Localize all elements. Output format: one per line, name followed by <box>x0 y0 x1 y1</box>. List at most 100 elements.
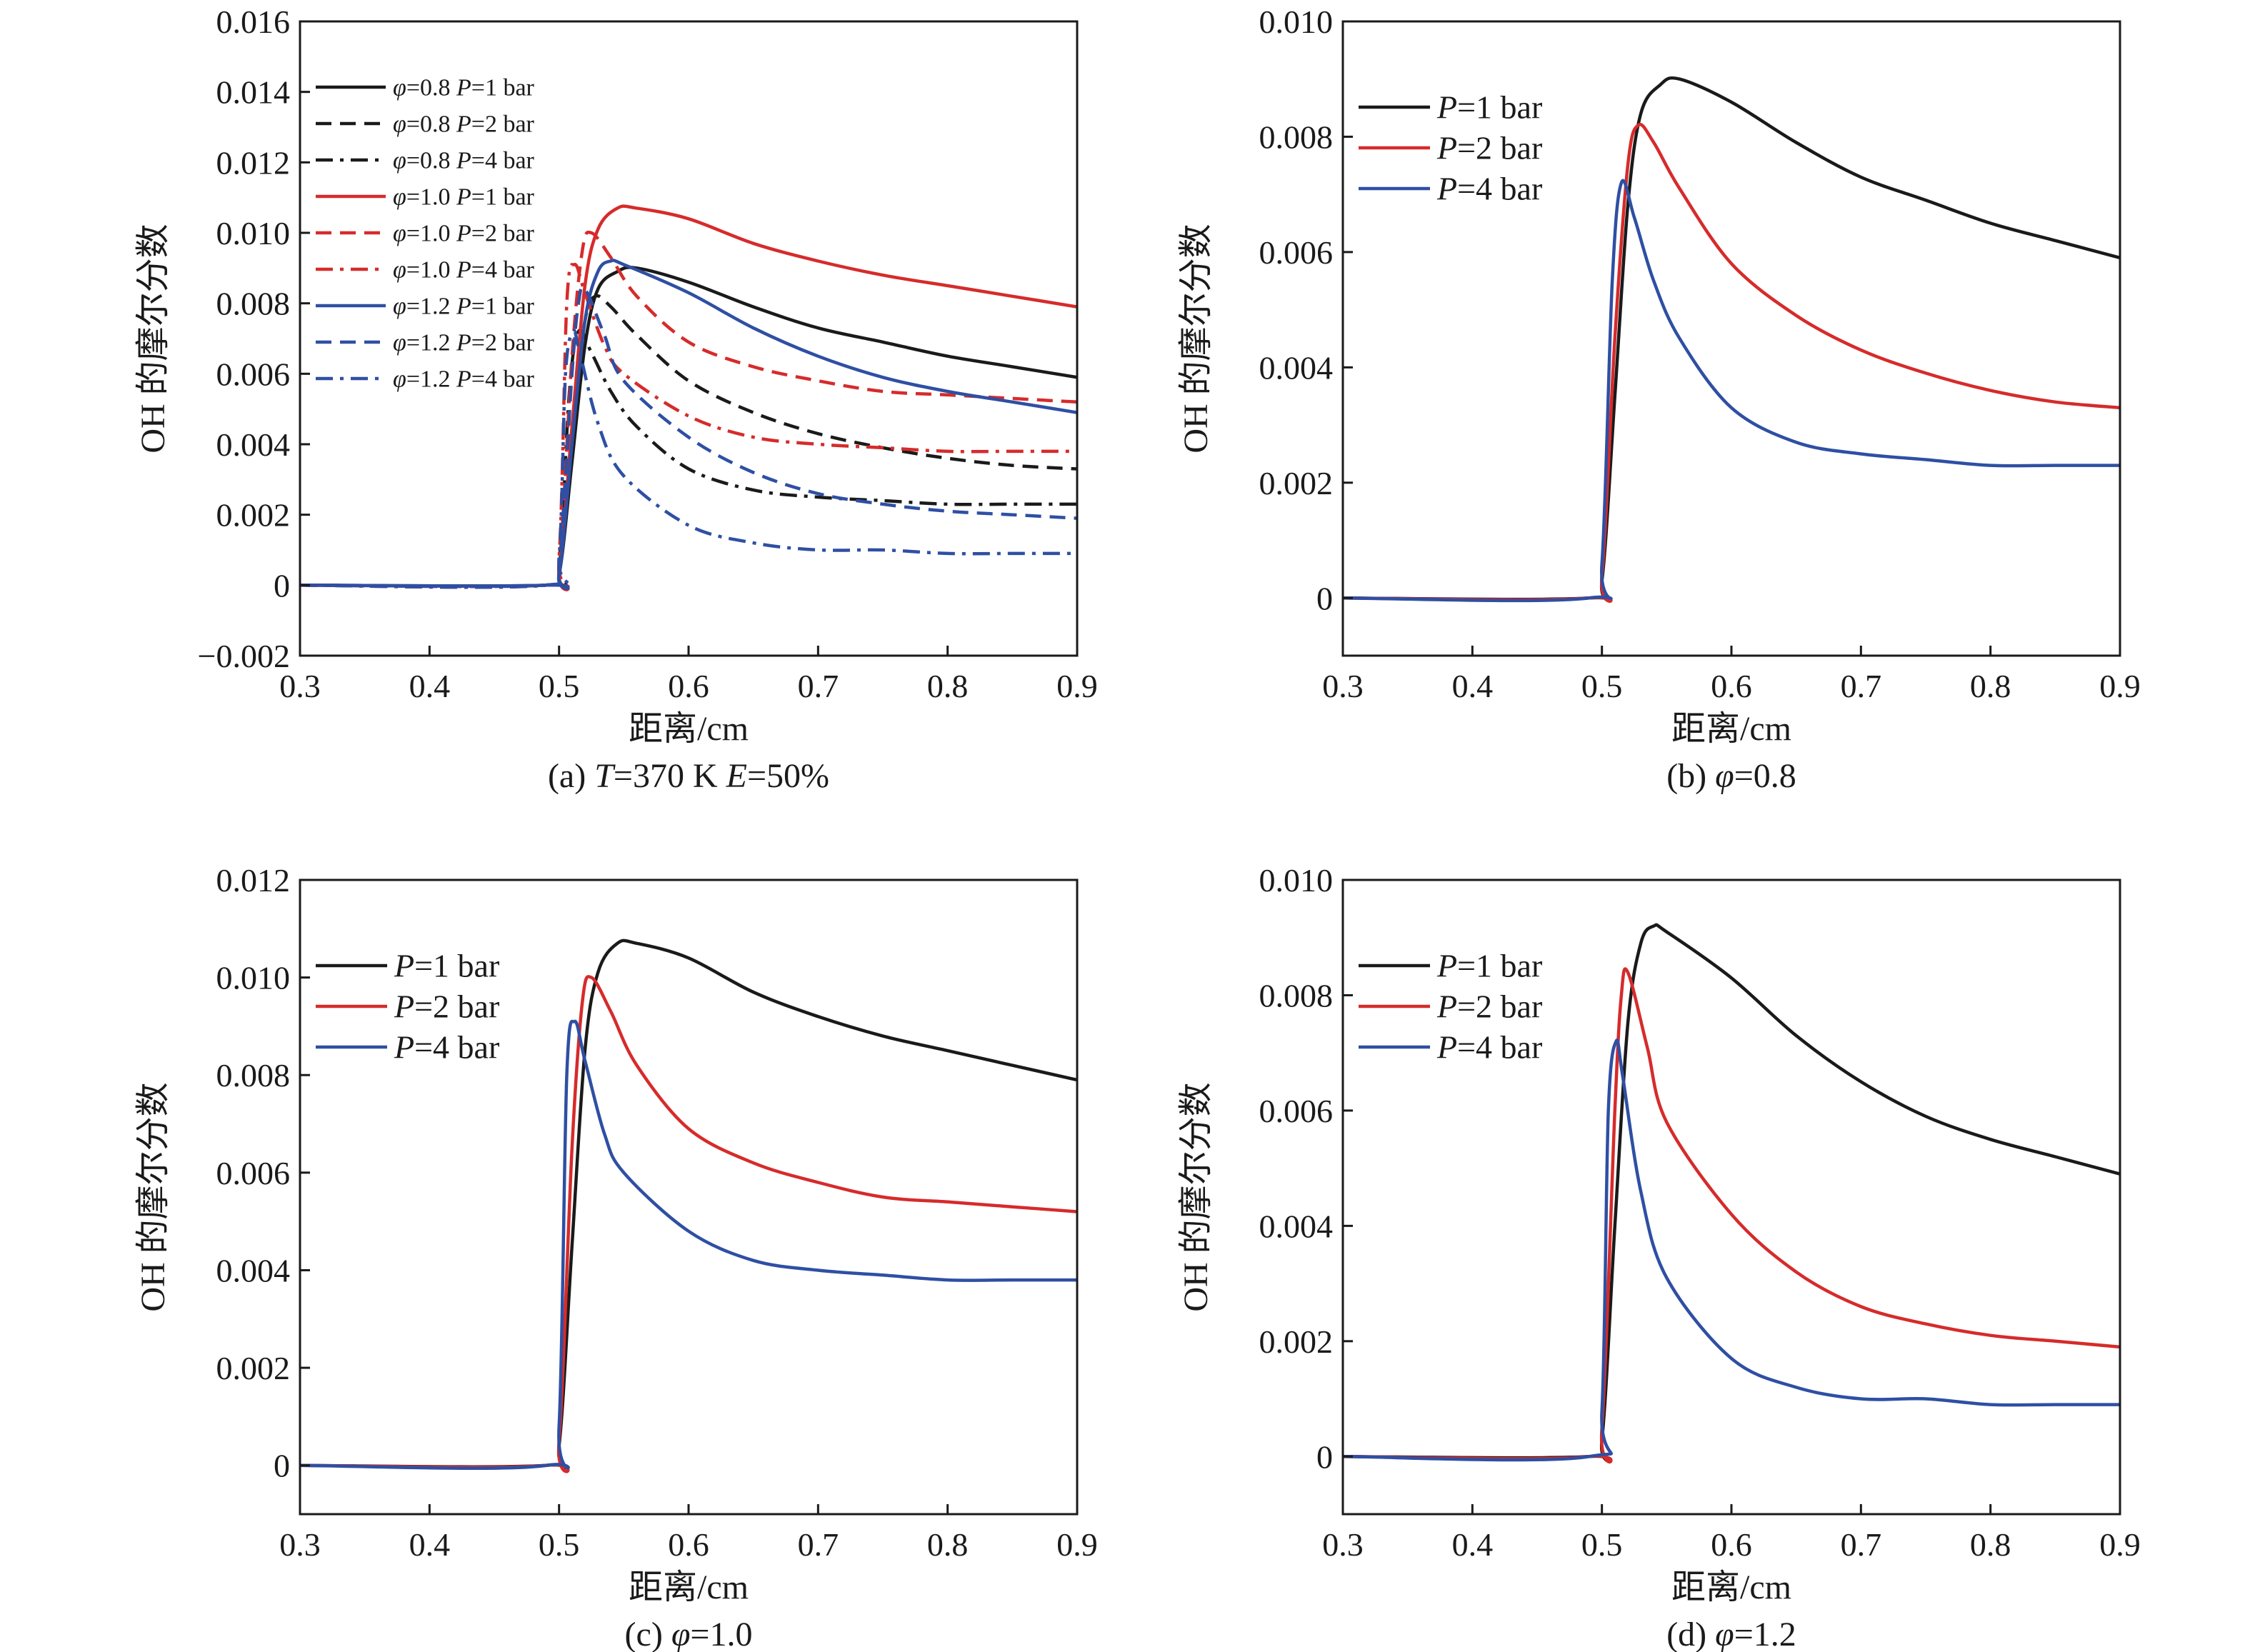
y-tick-label: 0.002 <box>1259 465 1334 501</box>
panel-caption: (b) φ=0.8 <box>1666 757 1796 795</box>
x-axis-label: 距离/cm <box>1671 1568 1791 1606</box>
x-tick-label: 0.6 <box>668 1526 709 1563</box>
x-tick-label: 0.4 <box>1452 668 1494 704</box>
legend: P=1 bar P=2 bar P=4 bar <box>316 948 499 1066</box>
x-tick-label: 0.3 <box>279 668 321 704</box>
x-tick-label: 0.3 <box>1322 668 1364 704</box>
panel-caption: (d) φ=1.2 <box>1666 1616 1796 1652</box>
legend-label: P=2 bar <box>1436 988 1542 1025</box>
series-line-3 <box>300 1019 1077 1470</box>
legend-label: φ=0.8 P=4 bar <box>393 148 535 174</box>
y-tick-label: 0.004 <box>1259 1208 1334 1244</box>
legend-label: P=1 bar <box>394 948 499 984</box>
series-line-6 <box>300 263 1077 589</box>
chart-panel-c: 0.3 0.4 0.5 0.6 0.7 0.8 0.9 0 0.002 0.004 0.006 0.0… <box>134 862 1098 1652</box>
legend: P=1 bar P=2 bar P=4 bar <box>1359 948 1542 1066</box>
x-axis-label: 距离/cm <box>629 1568 749 1606</box>
x-tick-label: 0.6 <box>1711 1526 1752 1563</box>
x-tick-label: 0.4 <box>409 668 451 704</box>
series-group <box>1343 923 2120 1464</box>
x-tick-label: 0.8 <box>927 668 969 704</box>
y-tick-label: 0.010 <box>216 215 291 251</box>
y-tick-label: 0.012 <box>216 862 291 898</box>
legend: φ=0.8 P=1 bar φ=0.8 P=2 bar φ=0.8 P=4 bar φ… <box>316 75 535 393</box>
y-tick-label: 0.008 <box>1259 119 1334 155</box>
legend-label: φ=1.2 P=1 bar <box>393 294 535 320</box>
x-tick-label: 0.5 <box>1581 1526 1623 1563</box>
y-tick-label: 0.010 <box>1259 862 1334 898</box>
x-tick-label: 0.7 <box>1841 668 1882 704</box>
chart-panel-a: 0.3 0.4 0.5 0.6 0.7 0.8 0.9 −0.002 0 0.002 0.004 0.… <box>134 4 1098 795</box>
y-tick-label: 0.002 <box>216 497 291 534</box>
y-tick-label: 0.002 <box>216 1350 291 1386</box>
y-tick-label: −0.002 <box>198 638 290 674</box>
y-tick-label: 0 <box>274 1448 290 1484</box>
legend-label: φ=1.0 P=1 bar <box>393 184 535 211</box>
legend-label: P=1 bar <box>1436 948 1542 984</box>
x-tick-label: 0.8 <box>1970 668 2011 704</box>
x-axis-label: 距离/cm <box>1671 710 1791 748</box>
y-axis-label: OH 的摩尔分数 <box>1177 224 1215 453</box>
y-tick-label: 0.006 <box>216 356 291 392</box>
legend-label: P=2 bar <box>394 988 499 1025</box>
x-tick-label: 0.9 <box>2099 1526 2141 1563</box>
y-axis-label: OH 的摩尔分数 <box>134 1082 172 1311</box>
legend-label: φ=1.2 P=4 bar <box>393 366 535 393</box>
x-tick-label: 0.7 <box>798 668 839 704</box>
y-tick-label: 0.004 <box>216 1252 291 1288</box>
chart-panel-b: 0.3 0.4 0.5 0.6 0.7 0.8 0.9 0 0.002 0.004 0.006 0.0… <box>1177 4 2141 795</box>
y-axis-label: OH 的摩尔分数 <box>1177 1082 1215 1311</box>
y-tick-label: 0.004 <box>1259 349 1334 386</box>
y-tick-label: 0 <box>274 567 290 604</box>
y-tick-label: 0.008 <box>216 286 291 322</box>
x-axis-label: 距离/cm <box>629 710 749 748</box>
x-tick-label: 0.4 <box>1452 1526 1494 1563</box>
y-tick-label: 0 <box>1316 1438 1333 1475</box>
x-tick-label: 0.6 <box>1711 668 1752 704</box>
series-group <box>300 938 1077 1473</box>
y-tick-label: 0 <box>1316 580 1333 616</box>
x-tick-label: 0.5 <box>539 668 580 704</box>
x-tick-label: 0.4 <box>409 1526 451 1563</box>
legend-label: φ=0.8 P=1 bar <box>393 75 535 101</box>
y-tick-label: 0.008 <box>1259 977 1334 1013</box>
y-tick-label: 0.012 <box>216 144 291 181</box>
legend-label: P=4 bar <box>1436 171 1542 207</box>
series-line-2 <box>300 975 1077 1473</box>
x-tick-label: 0.3 <box>1322 1526 1364 1563</box>
y-tick-label: 0.002 <box>1259 1323 1334 1360</box>
legend-label: P=4 bar <box>394 1029 499 1066</box>
series-line-8 <box>300 285 1077 591</box>
series-line-3 <box>1343 1038 2120 1462</box>
x-tick-label: 0.9 <box>1056 668 1098 704</box>
x-tick-label: 0.3 <box>279 1526 321 1563</box>
legend-label: P=2 bar <box>1436 130 1542 166</box>
y-axis-label: OH 的摩尔分数 <box>134 224 172 453</box>
y-tick-label: 0.006 <box>1259 1093 1334 1129</box>
x-tick-label: 0.6 <box>668 668 709 704</box>
chart-panel-d: 0.3 0.4 0.5 0.6 0.7 0.8 0.9 0 0.002 0.004 0.006 0.0… <box>1177 862 2141 1652</box>
y-tick-label: 0.016 <box>216 4 291 40</box>
series-group <box>300 204 1077 591</box>
y-tick-label: 0.008 <box>216 1057 291 1093</box>
x-tick-label: 0.8 <box>927 1526 969 1563</box>
y-tick-label: 0.004 <box>216 426 291 463</box>
panel-caption: (c) φ=1.0 <box>625 1616 753 1652</box>
y-tick-label: 0.006 <box>1259 234 1334 271</box>
y-tick-label: 0.010 <box>216 960 291 996</box>
x-tick-label: 0.9 <box>1056 1526 1098 1563</box>
legend-label: φ=1.0 P=2 bar <box>393 221 535 247</box>
x-tick-label: 0.9 <box>2099 668 2141 704</box>
legend-label: P=1 bar <box>1436 89 1542 126</box>
x-tick-label: 0.5 <box>539 1526 580 1563</box>
series-group <box>1343 76 2120 604</box>
series-line-3 <box>1343 179 2120 603</box>
y-tick-label: 0.010 <box>1259 4 1334 40</box>
series-line-9 <box>300 329 1077 589</box>
series-line-5 <box>300 230 1077 591</box>
x-tick-label: 0.7 <box>1841 1526 1882 1563</box>
x-tick-label: 0.7 <box>798 1526 839 1563</box>
y-tick-label: 0.014 <box>216 74 291 111</box>
panel-caption: (a) T=370 K E=50% <box>548 757 829 795</box>
